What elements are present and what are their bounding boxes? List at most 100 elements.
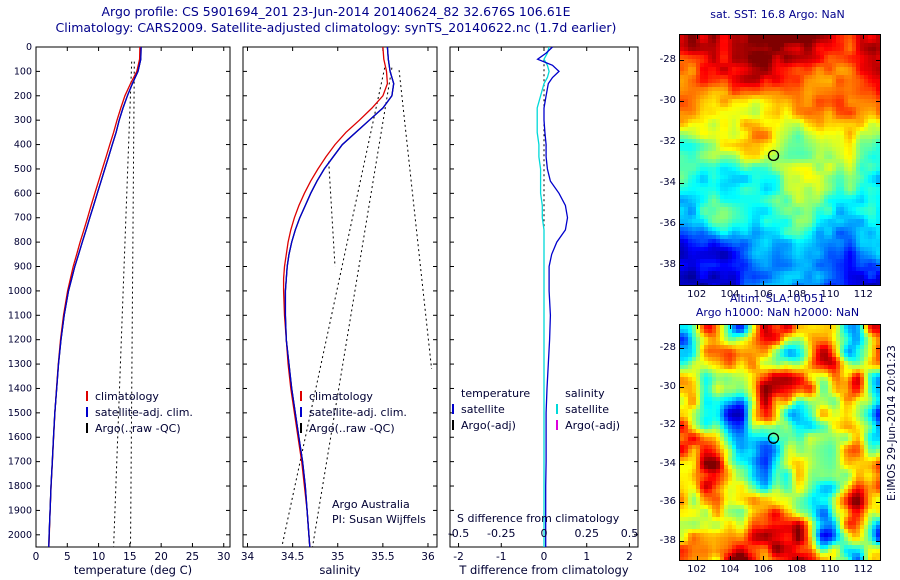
x-tick-label: 5 <box>64 551 71 563</box>
temperature_profile-y-ticks: 0 100 200 300 400 500 600 700 800 900 1000 1100 1200… <box>8 42 230 541</box>
y-tick-label: 2000 <box>8 530 32 541</box>
map-x-tick-label: 112 <box>853 564 873 575</box>
y-tick-label: 800 <box>14 237 32 248</box>
legend-item: Argo(-adj) <box>556 418 620 434</box>
argo-australia-line2: PI: Susan Wijffels <box>332 513 426 526</box>
legend-label: Argo(..raw -QC) <box>309 422 395 435</box>
y-tick-label: 1600 <box>8 432 32 443</box>
temperature-profile-panel: 0 5 10 15 20 25 300100200300400500600700800900… <box>8 42 231 577</box>
sst-map-title: sat. SST: 16.8 Argo: NaN <box>710 8 845 21</box>
salinity-legend: climatology satellite-adj. clim. Argo(..ra… <box>300 389 407 437</box>
y-tick-label: 1400 <box>8 383 32 394</box>
map-y-tick-label: -30 <box>659 380 676 392</box>
x-tick-label: 0 <box>541 551 548 563</box>
legend-item: Argo(-adj) <box>452 418 530 434</box>
legend-marker <box>300 391 302 401</box>
legend-column-header: salinity <box>565 387 605 400</box>
s-diff-axis-label: S difference from climatology <box>457 512 620 525</box>
map-y-tick-label: -32 <box>659 419 676 431</box>
legend-item: Argo(..raw -QC) <box>300 421 407 437</box>
legend-item: Argo(..raw -QC) <box>86 421 193 437</box>
map-y-tick-label: -38 <box>659 258 676 270</box>
salinity_profile-dotted-guide-0 <box>281 67 386 548</box>
salinity_profile-x-ticks: 34 34.5 35 35.5 36 <box>241 47 435 563</box>
legend-label: satellite <box>565 403 609 416</box>
salinity_profile-axes-box <box>242 46 438 548</box>
y-tick-label: 200 <box>14 91 32 102</box>
map-y-tick-label: -38 <box>659 534 676 546</box>
salinity_profile-y-ticks <box>243 46 437 536</box>
y-tick-label: 1900 <box>8 505 32 516</box>
temperature_profile-series-argo-raw-qc- <box>48 46 142 548</box>
x-tick-label: -2 <box>453 551 463 563</box>
x-tick-label: 30 <box>217 551 230 563</box>
map-x-tick-label: 104 <box>720 289 740 300</box>
map-y-tick-label: -36 <box>659 217 676 229</box>
y-tick-label: 1000 <box>8 286 32 297</box>
temperature_profile-series-climatology <box>48 46 141 548</box>
sla-map: 102 104 106 108 110 112 -28 -30 -32 -34 -36 -38 <box>660 324 881 575</box>
x-tick-label: 36 <box>421 551 435 563</box>
temperature_profile-x-ticks: 0 5 10 15 20 25 30 <box>33 47 230 563</box>
s-diff-tick-label: 0.5 <box>620 527 639 540</box>
legend-label: Argo(..raw -QC) <box>95 422 181 435</box>
x-tick-label: 2 <box>626 551 633 563</box>
y-tick-label: 400 <box>14 140 32 151</box>
legend-label: satellite-adj. clim. <box>95 406 193 419</box>
map-x-tick-label: 110 <box>820 564 840 575</box>
difference_profile-series-salinity-satellite <box>536 46 550 547</box>
argo-australia-line1: Argo Australia <box>332 498 410 511</box>
legend-label: Argo(-adj) <box>565 419 621 432</box>
x-tick-label: 35.5 <box>371 551 394 563</box>
map-y-tick-label: -28 <box>659 342 676 354</box>
map-x-tick-label: 102 <box>687 289 707 300</box>
legend-item: climatology <box>86 389 193 405</box>
x-tick-label: 0 <box>33 551 40 563</box>
figure-title-line1: Argo profile: CS 5901694_201 23-Jun-2014… <box>101 4 571 19</box>
y-tick-label: 500 <box>14 164 32 175</box>
legend-column: salinity satellite Argo(-adj) <box>556 386 620 434</box>
x-tick-label: -1 <box>496 551 506 563</box>
y-tick-label: 600 <box>14 188 32 199</box>
s-diff-tick-label: -0.5 <box>447 527 470 540</box>
s-diff-tick-label: 0.25 <box>574 527 599 540</box>
salinity_profile-series-satellite-adj-clim- <box>284 46 395 548</box>
y-tick-label: 1200 <box>8 335 32 346</box>
y-tick-label: 1800 <box>8 481 32 492</box>
map-x-tick-label: 108 <box>787 564 807 575</box>
legend-column: temperature satellite Argo(-adj) <box>452 386 530 434</box>
legend-marker <box>86 407 88 417</box>
y-tick-label: 1500 <box>8 408 32 419</box>
salinity_profile-series-climatology <box>282 46 389 548</box>
salinity_profile-dotted-guide-1 <box>312 67 393 548</box>
sla-map-title-line2: Argo h1000: NaN h2000: NaN <box>695 306 860 319</box>
sla-map-canvas <box>679 324 881 561</box>
sla-map-title-line1: Altim. SLA: 0.051 <box>729 292 826 305</box>
temperature_profile-dotted-guide-0 <box>113 61 133 548</box>
map-x-tick-label: 106 <box>753 564 773 575</box>
legend-marker <box>300 407 302 417</box>
temperature_profile-dotted-guide-1 <box>130 61 135 548</box>
argo-australia-note: Argo Australia PI: Susan Wijffels <box>332 497 426 527</box>
salinity_profile-dotted-guide-2 <box>398 70 433 370</box>
legend-marker <box>452 404 454 414</box>
s-diff-tick-label: -0.25 <box>487 527 516 540</box>
legend-marker <box>556 404 559 414</box>
temperature_profile-series-satellite-adj-clim- <box>48 46 142 548</box>
legend-label: satellite <box>461 403 505 416</box>
difference-legend: temperature satellite Argo(-adj) salinity sa… <box>452 386 620 434</box>
difference-profile-panel: -2 -1 0 1 2T difference from climatology <box>449 46 639 577</box>
sst-map: 102 104 106 108 110 112 -28 -30 -32 -34 -36 -38 <box>660 34 881 300</box>
salinity_profile-dotted-guide-3 <box>328 161 336 267</box>
x-tick-label: 10 <box>92 551 105 563</box>
legend-item: satellite <box>452 402 530 418</box>
figure-timestamp: E:IMOS 29-Jun-2014 20:01:23 <box>886 345 898 501</box>
x-tick-label: 1 <box>583 551 590 563</box>
s-diff-tick-label: 0 <box>540 527 548 540</box>
salinity-profile-panel: 34 34.5 35 35.5 36 salinity <box>241 46 438 577</box>
legend-marker <box>556 420 559 430</box>
s-diff-axis-ticks: -0.5 -0.25 0 0.25 0.5 <box>445 527 645 541</box>
legend-marker <box>452 420 454 430</box>
map-y-tick-label: -34 <box>659 457 676 469</box>
difference_profile-series-temperature-satellite <box>536 46 569 547</box>
